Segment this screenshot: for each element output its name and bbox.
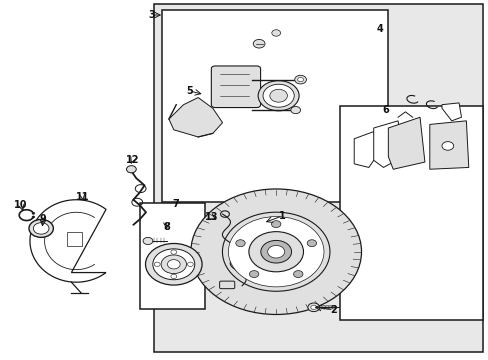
Circle shape [290, 107, 300, 114]
Circle shape [248, 231, 303, 272]
Circle shape [235, 240, 244, 247]
Text: 13: 13 [204, 212, 218, 222]
Bar [339, 107, 483, 320]
Circle shape [260, 240, 291, 263]
Text: 2: 2 [329, 305, 336, 315]
Circle shape [306, 240, 316, 247]
Circle shape [297, 77, 303, 82]
Circle shape [145, 243, 202, 285]
Circle shape [161, 255, 186, 274]
Circle shape [258, 81, 299, 111]
Circle shape [271, 30, 280, 36]
Text: 11: 11 [76, 192, 89, 202]
Text: 9: 9 [40, 214, 46, 224]
Circle shape [328, 306, 332, 309]
Polygon shape [441, 103, 461, 121]
Circle shape [167, 260, 180, 269]
FancyBboxPatch shape [219, 281, 234, 289]
Circle shape [294, 75, 306, 84]
Bar [161, 10, 387, 202]
Polygon shape [373, 121, 402, 167]
Circle shape [293, 271, 303, 278]
Circle shape [190, 189, 361, 315]
Polygon shape [429, 121, 468, 169]
Circle shape [32, 212, 35, 214]
Bar [140, 203, 205, 309]
FancyBboxPatch shape [211, 66, 260, 108]
Circle shape [331, 306, 336, 309]
Text: 3: 3 [148, 10, 155, 20]
Circle shape [314, 306, 319, 309]
Circle shape [318, 306, 323, 309]
Circle shape [310, 305, 316, 310]
Circle shape [29, 220, 53, 237]
Circle shape [267, 246, 284, 258]
Circle shape [271, 221, 280, 228]
Circle shape [153, 249, 194, 280]
Circle shape [170, 250, 176, 254]
Circle shape [187, 262, 193, 266]
Circle shape [307, 303, 319, 312]
Circle shape [441, 141, 453, 150]
Circle shape [325, 306, 329, 309]
Polygon shape [30, 200, 106, 282]
Bar [154, 4, 483, 352]
Circle shape [249, 271, 258, 278]
Text: 5: 5 [186, 86, 193, 96]
Text: 7: 7 [172, 199, 178, 210]
Circle shape [222, 212, 329, 291]
Circle shape [253, 40, 264, 48]
Text: 12: 12 [125, 155, 139, 165]
Circle shape [170, 274, 176, 279]
Polygon shape [387, 117, 424, 169]
Circle shape [33, 223, 49, 234]
Circle shape [126, 166, 136, 173]
Text: 1: 1 [279, 211, 285, 221]
Polygon shape [353, 132, 378, 167]
Text: 6: 6 [382, 105, 388, 115]
Bar [67, 232, 82, 246]
Circle shape [263, 84, 294, 107]
Circle shape [143, 237, 153, 244]
Text: 8: 8 [163, 222, 169, 231]
Circle shape [321, 306, 326, 309]
Polygon shape [168, 98, 222, 137]
Circle shape [154, 262, 160, 266]
Circle shape [32, 216, 35, 218]
Circle shape [228, 217, 324, 287]
Text: 4: 4 [376, 24, 383, 35]
Circle shape [269, 89, 287, 102]
Text: 10: 10 [14, 200, 28, 210]
